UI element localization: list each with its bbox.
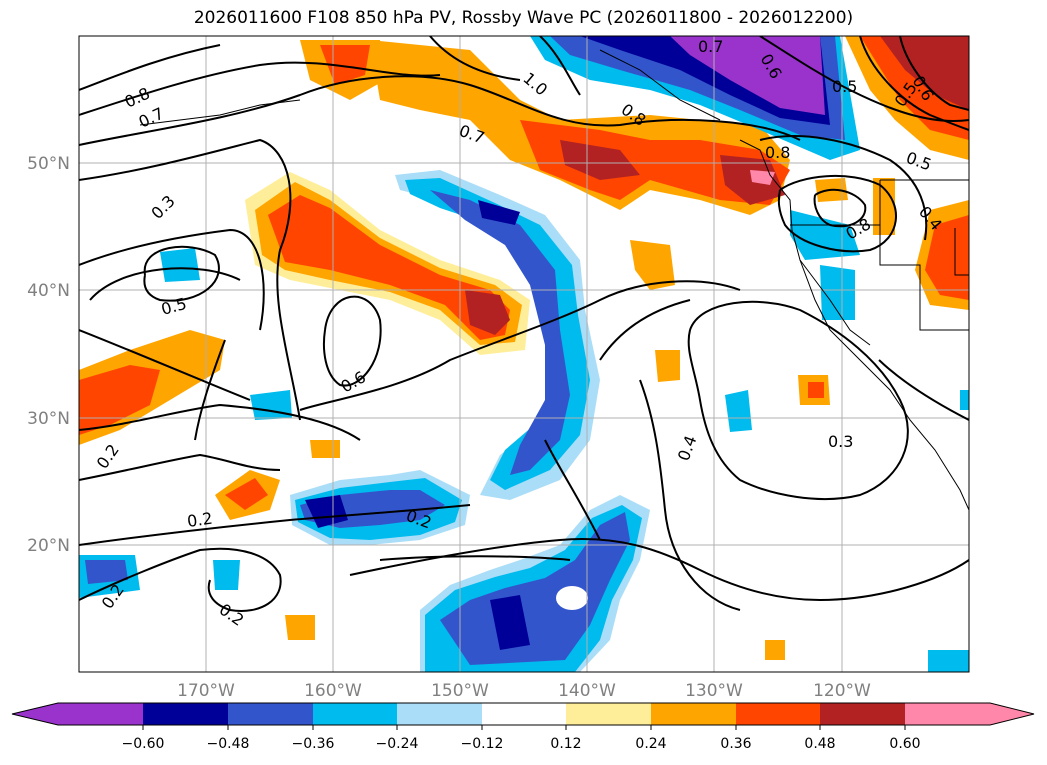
lat-label: 20°N <box>27 536 70 556</box>
pc-contours <box>79 36 969 612</box>
colorbar-ticks <box>142 725 906 730</box>
lon-label: 130°W <box>685 681 743 701</box>
colorbar-swatch <box>820 703 905 725</box>
colorbar-tick-label: −0.48 <box>207 736 250 752</box>
lon-label: 160°W <box>304 681 362 701</box>
colorbar-tick-label: 0.60 <box>889 736 920 752</box>
map-plot-area: 0.8 0.7 1.0 0.7 0.8 0.7 0.6 0.5 0.8 0.5 … <box>79 36 969 672</box>
map-frame <box>78 35 970 673</box>
shaded-pv-field <box>79 36 969 672</box>
lon-label: 120°W <box>813 681 871 701</box>
colorbar-tick-label: 0.24 <box>635 736 666 752</box>
colorbar-swatch <box>397 703 482 725</box>
colorbar-swatch <box>313 703 397 725</box>
contour-label: 0.7 <box>698 37 723 56</box>
colorbar-tick-label: −0.12 <box>461 736 504 752</box>
colorbar-swatch <box>736 703 820 725</box>
contour-label: 0.2 <box>186 509 214 531</box>
colorbar-tick-label: −0.36 <box>292 736 335 752</box>
contour-label: 0.8 <box>765 143 790 162</box>
latitude-labels: 50°N 40°N 30°N 20°N <box>27 154 70 556</box>
lon-label: 170°W <box>177 681 235 701</box>
colorbar: −0.60 −0.48 −0.36 −0.24 −0.12 0.12 0.24 … <box>11 702 1035 752</box>
lon-label: 150°W <box>431 681 489 701</box>
contour-label: 0.5 <box>832 77 857 96</box>
colorbar-tick-label: 0.36 <box>720 736 751 752</box>
colorbar-tick-label: 0.12 <box>550 736 581 752</box>
contour-label: 0.3 <box>828 432 853 451</box>
colorbar-tick-label: −0.60 <box>122 736 165 752</box>
lat-label: 40°N <box>27 281 70 301</box>
colorbar-tick-label: −0.24 <box>376 736 419 752</box>
lon-label: 140°W <box>558 681 616 701</box>
colorbar-swatch <box>651 703 736 725</box>
colorbar-swatch <box>228 703 313 725</box>
colorbar-swatch <box>143 703 228 725</box>
colorbar-swatch <box>482 703 566 725</box>
colorbar-swatch <box>566 703 651 725</box>
longitude-labels: 170°W 160°W 150°W 140°W 130°W 120°W <box>177 681 871 701</box>
lat-label: 30°N <box>27 409 70 429</box>
colorbar-swatch <box>905 703 1034 725</box>
colorbar-tick-label: 0.48 <box>804 736 835 752</box>
coastlines <box>139 49 969 511</box>
lat-label: 50°N <box>27 154 70 174</box>
colorbar-swatch <box>12 703 143 725</box>
map-gridlines <box>79 36 969 672</box>
map-title: 2026011600 F108 850 hPa PV, Rossby Wave … <box>193 8 854 28</box>
